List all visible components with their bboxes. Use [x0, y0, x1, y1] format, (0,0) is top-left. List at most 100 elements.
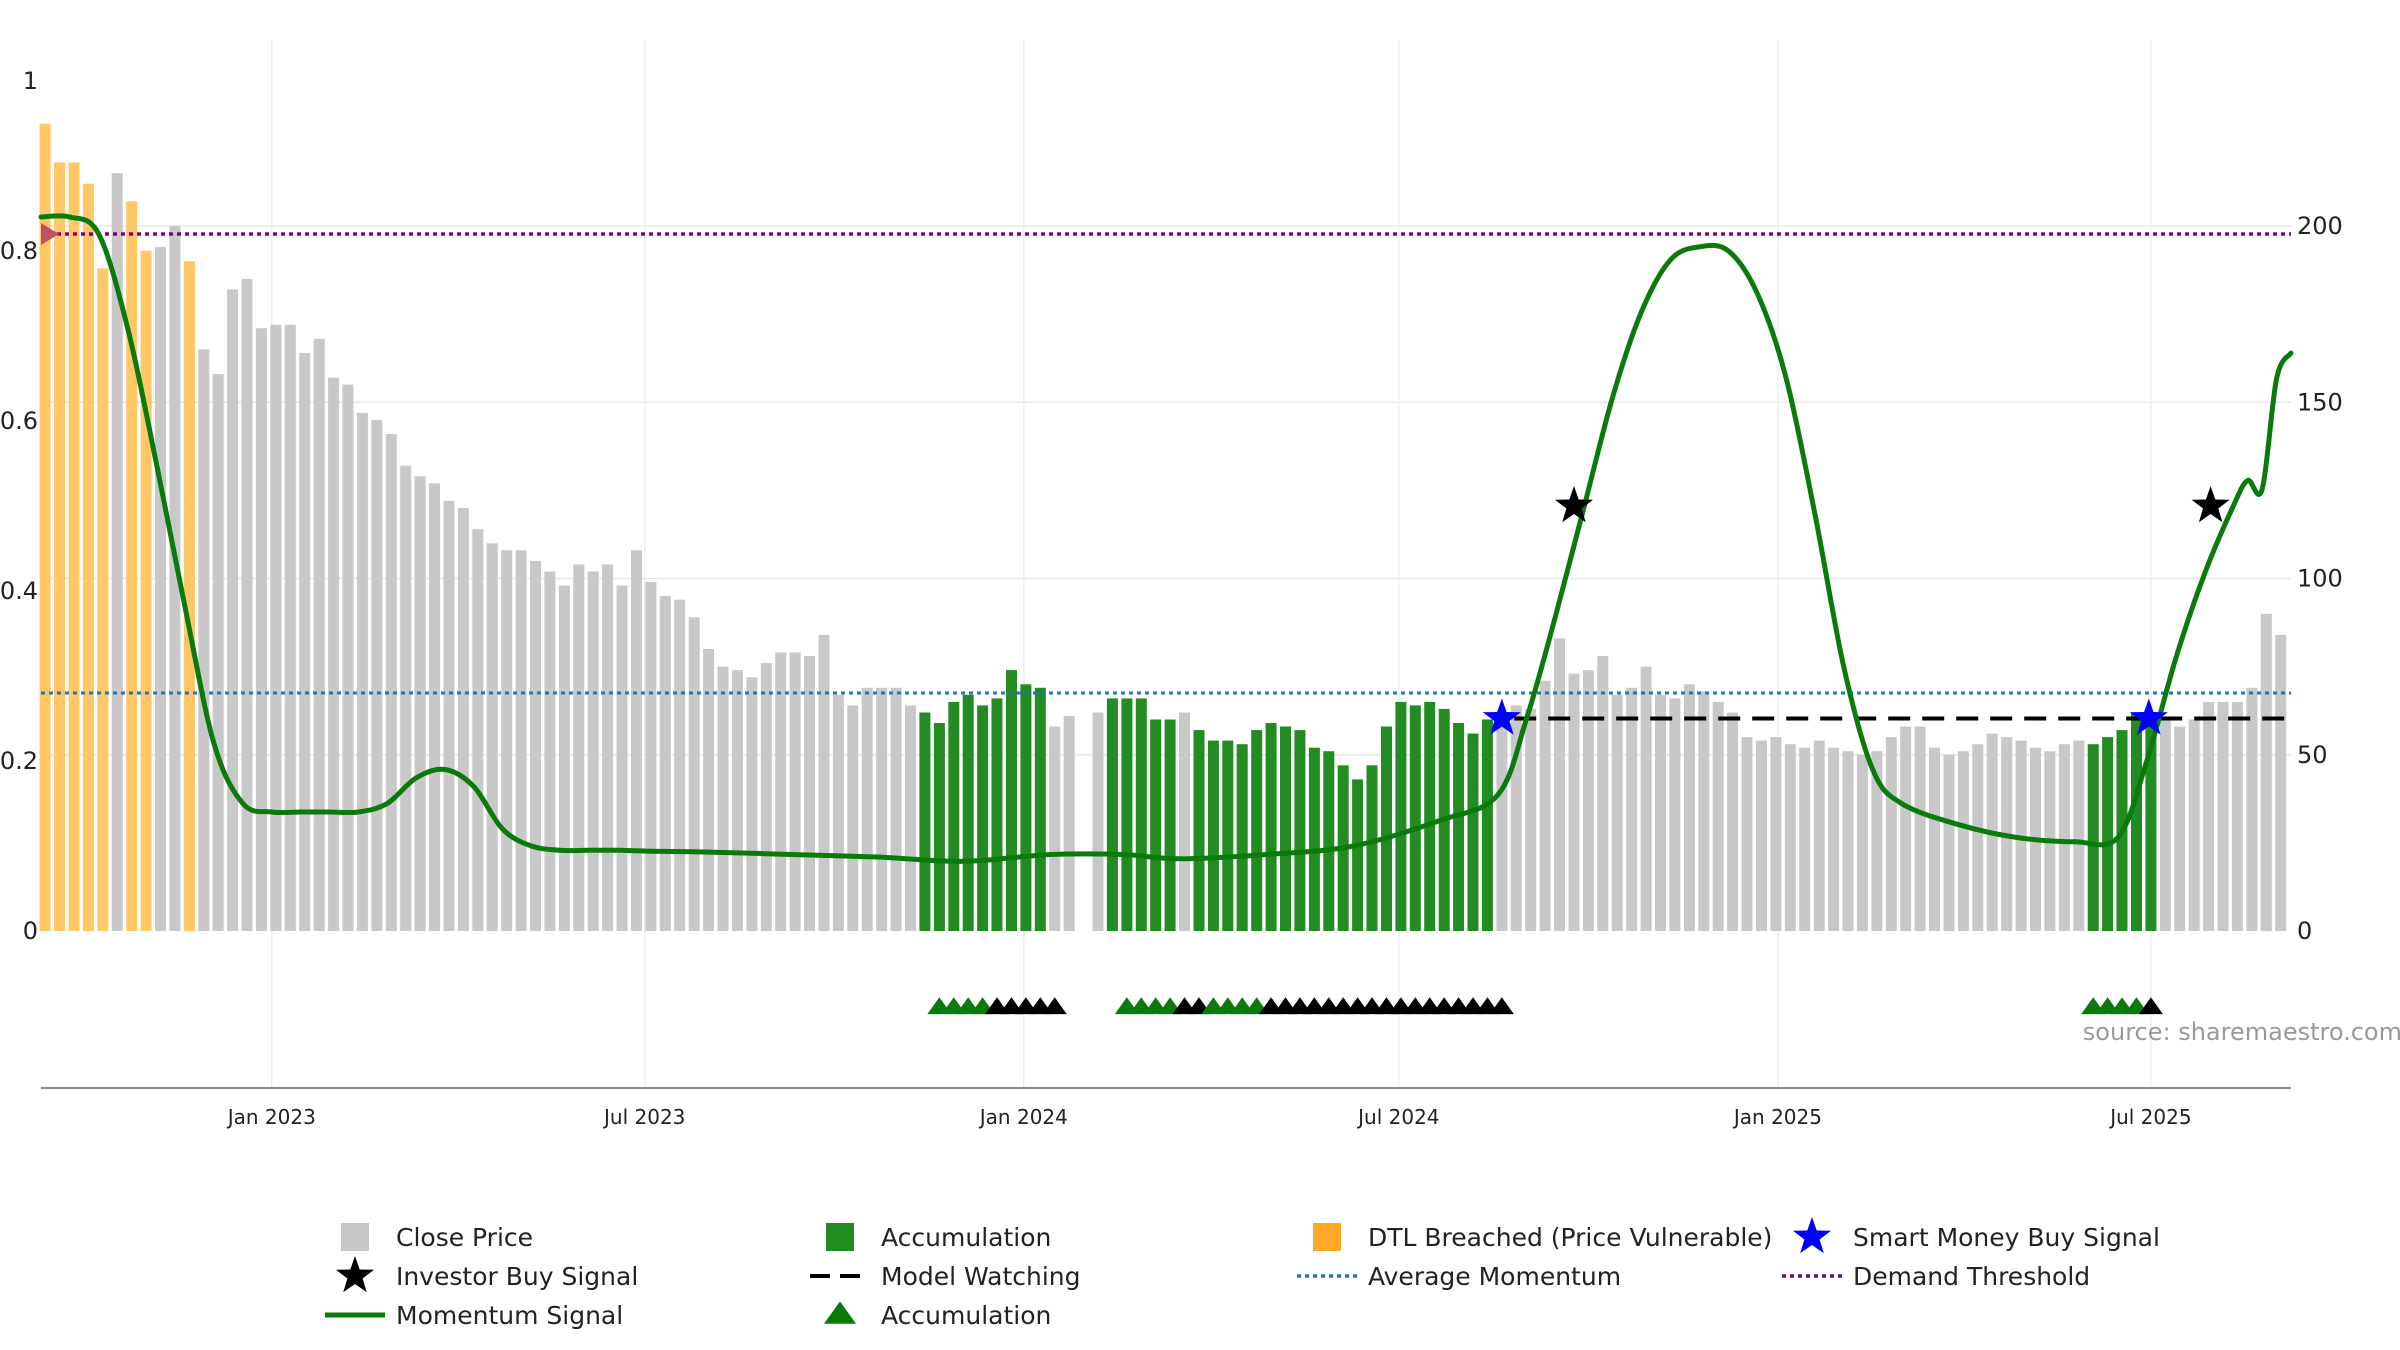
- price-bar: [82, 183, 94, 931]
- price-bar: [1525, 708, 1537, 931]
- price-bar: [905, 705, 916, 931]
- price-bar: [155, 247, 166, 932]
- legend-item: Model Watching: [810, 1262, 1081, 1291]
- price-bar: [948, 701, 960, 931]
- x-tick-label: Jan 2023: [226, 1105, 316, 1129]
- price-bar: [1409, 705, 1421, 931]
- right-tick-label: 150: [2297, 388, 2343, 416]
- legend-label: Momentum Signal: [396, 1301, 623, 1330]
- left-tick-label: 1: [23, 67, 38, 95]
- price-bar: [645, 582, 657, 931]
- price-bar: [1784, 744, 1796, 931]
- price-bar: [2188, 719, 2200, 931]
- x-tick-label: Jul 2023: [602, 1105, 685, 1129]
- legend-label: Close Price: [396, 1223, 533, 1252]
- signal-markers: [927, 486, 2230, 1015]
- smart-money-star: [1482, 698, 1521, 735]
- price-bar: [400, 465, 412, 931]
- price-bar: [1727, 712, 1739, 931]
- price-bar: [688, 617, 700, 931]
- price-bar: [1121, 698, 1133, 931]
- legend-item: Accumulation: [824, 1301, 1051, 1330]
- legend-item: Smart Money Buy Signal: [1793, 1217, 2160, 1254]
- right-tick-label: 200: [2297, 212, 2343, 240]
- price-bar: [1164, 719, 1176, 931]
- price-bar: [299, 352, 311, 931]
- legend-square-icon: [341, 1223, 369, 1251]
- price-bar: [890, 687, 902, 931]
- legend-label: Smart Money Buy Signal: [1853, 1223, 2160, 1252]
- legend-triangle-icon: [824, 1301, 856, 1324]
- price-bar: [1135, 698, 1147, 931]
- price-bar: [876, 687, 888, 931]
- price-bar: [68, 162, 80, 931]
- price-bar: [342, 384, 354, 932]
- price-bar: [2073, 740, 2085, 931]
- legend-square-icon: [1313, 1223, 1341, 1251]
- price-bar: [270, 324, 282, 931]
- legend-item: Close Price: [341, 1223, 533, 1252]
- price-bar: [371, 419, 383, 931]
- price-bar: [1597, 656, 1609, 931]
- price-bar: [977, 705, 989, 931]
- price-bar: [1207, 740, 1219, 931]
- price-bar: [1683, 684, 1695, 932]
- price-bar: [443, 500, 455, 931]
- price-bar: [1568, 673, 1580, 931]
- price-bar: [140, 250, 152, 931]
- left-tick-label: 0.6: [0, 407, 38, 435]
- x-tick-label: Jan 2024: [978, 1105, 1068, 1129]
- price-bar: [111, 173, 123, 932]
- price-bar: [731, 670, 743, 931]
- right-tick-label: 0: [2297, 917, 2312, 945]
- price-bar: [1179, 712, 1190, 931]
- price-bar: [486, 543, 498, 932]
- price-bar: [746, 677, 758, 931]
- price-bar: [515, 550, 527, 931]
- price-bar: [1611, 694, 1623, 931]
- price-bar: [775, 652, 787, 931]
- price-bar: [2246, 687, 2258, 931]
- price-bar: [1828, 747, 1840, 931]
- legend-label: Demand Threshold: [1853, 1262, 2090, 1291]
- price-bar: [1871, 751, 1883, 931]
- price-bar: [1034, 687, 1046, 931]
- price-bar: [1308, 747, 1320, 931]
- price-bar: [703, 649, 715, 931]
- legend-label: Accumulation: [881, 1301, 1051, 1330]
- price-bar: [183, 261, 195, 932]
- legend-label: Average Momentum: [1368, 1262, 1621, 1291]
- price-bar: [616, 585, 628, 931]
- price-bar: [2131, 712, 2142, 931]
- investor-buy-star: [1554, 486, 1593, 523]
- smart-money-star: [2129, 698, 2168, 735]
- legend-item: DTL Breached (Price Vulnerable): [1313, 1223, 1772, 1252]
- accumulation-triangle: [1489, 997, 1514, 1015]
- price-bar: [861, 687, 873, 931]
- price-bar: [39, 123, 51, 932]
- price-bar: [1395, 701, 1407, 931]
- price-bar: [1092, 712, 1104, 931]
- price-bar: [313, 338, 325, 931]
- price-bar: [1467, 733, 1479, 931]
- price-bar: [1006, 670, 1017, 931]
- legend-item: Demand Threshold: [1782, 1262, 2090, 1291]
- price-bar: [1453, 723, 1465, 931]
- price-bar: [717, 666, 729, 931]
- price-bar: [1193, 730, 1205, 931]
- price-bar: [1856, 754, 1868, 932]
- price-bar: [991, 698, 1003, 931]
- price-bar: [54, 162, 65, 931]
- price-bar: [674, 599, 686, 931]
- accumulation-triangle: [2138, 997, 2163, 1015]
- price-bar: [2058, 744, 2070, 931]
- price-bar: [530, 560, 541, 931]
- price-bar: [1900, 726, 1912, 931]
- price-bar: [1799, 747, 1811, 931]
- legend-square-icon: [826, 1223, 854, 1251]
- price-bar: [1842, 751, 1854, 931]
- legend-label: Model Watching: [881, 1262, 1081, 1291]
- legend-star-icon: [1793, 1217, 1831, 1254]
- price-bar: [1698, 691, 1710, 931]
- price-bar: [789, 652, 801, 931]
